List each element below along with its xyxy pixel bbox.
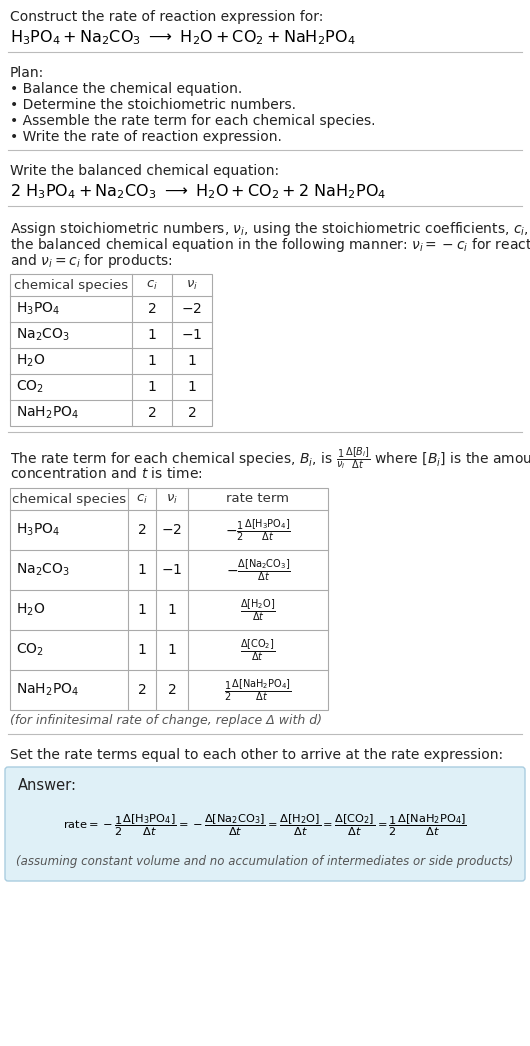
Text: Answer:: Answer: bbox=[18, 778, 77, 793]
Text: Plan:: Plan: bbox=[10, 66, 44, 79]
Text: $\mathrm{CO_2}$: $\mathrm{CO_2}$ bbox=[16, 642, 44, 658]
Text: $c_i$: $c_i$ bbox=[146, 278, 158, 292]
Text: Construct the rate of reaction expression for:: Construct the rate of reaction expressio… bbox=[10, 10, 323, 24]
Text: 1: 1 bbox=[138, 563, 146, 577]
Text: $\mathrm{H_3PO_4}$: $\mathrm{H_3PO_4}$ bbox=[16, 522, 60, 539]
Text: $\mathrm{CO_2}$: $\mathrm{CO_2}$ bbox=[16, 379, 44, 395]
Text: • Write the rate of reaction expression.: • Write the rate of reaction expression. bbox=[10, 130, 282, 144]
Text: $\mathrm{H_3PO_4 + Na_2CO_3 \ \longrightarrow \ H_2O + CO_2 + NaH_2PO_4}$: $\mathrm{H_3PO_4 + Na_2CO_3 \ \longright… bbox=[10, 28, 356, 47]
Text: $\mathrm{H_2O}$: $\mathrm{H_2O}$ bbox=[16, 601, 45, 618]
Text: 1: 1 bbox=[188, 354, 197, 368]
Bar bbox=[10, 488, 328, 710]
Text: Assign stoichiometric numbers, $\nu_i$, using the stoichiometric coefficients, $: Assign stoichiometric numbers, $\nu_i$, … bbox=[10, 220, 530, 238]
Text: 2: 2 bbox=[148, 406, 156, 420]
Text: $\mathrm{rate} = -\dfrac{1}{2}\dfrac{\Delta[\mathrm{H_3PO_4}]}{\Delta t}= -\dfra: $\mathrm{rate} = -\dfrac{1}{2}\dfrac{\De… bbox=[63, 813, 467, 838]
Text: $\mathrm{H_2O}$: $\mathrm{H_2O}$ bbox=[16, 353, 45, 369]
Text: $\mathrm{NaH_2PO_4}$: $\mathrm{NaH_2PO_4}$ bbox=[16, 405, 79, 422]
Text: 2: 2 bbox=[188, 406, 197, 420]
Text: 1: 1 bbox=[147, 380, 156, 394]
Text: and $\nu_i = c_i$ for products:: and $\nu_i = c_i$ for products: bbox=[10, 252, 173, 270]
Text: $\nu_i$: $\nu_i$ bbox=[186, 278, 198, 292]
Text: $\mathrm{Na_2CO_3}$: $\mathrm{Na_2CO_3}$ bbox=[16, 562, 70, 578]
Text: $-1$: $-1$ bbox=[161, 563, 183, 577]
Text: the balanced chemical equation in the following manner: $\nu_i = -c_i$ for react: the balanced chemical equation in the fo… bbox=[10, 236, 530, 254]
Text: (for infinitesimal rate of change, replace Δ with d): (for infinitesimal rate of change, repla… bbox=[10, 714, 322, 727]
Text: 2: 2 bbox=[148, 302, 156, 316]
Text: $-1$: $-1$ bbox=[181, 328, 202, 342]
Text: • Assemble the rate term for each chemical species.: • Assemble the rate term for each chemic… bbox=[10, 114, 375, 128]
Text: $\mathrm{H_3PO_4}$: $\mathrm{H_3PO_4}$ bbox=[16, 301, 60, 317]
Text: • Balance the chemical equation.: • Balance the chemical equation. bbox=[10, 82, 242, 96]
Text: Set the rate terms equal to each other to arrive at the rate expression:: Set the rate terms equal to each other t… bbox=[10, 748, 503, 761]
Text: $\frac{\Delta[\mathrm{H_2O}]}{\Delta t}$: $\frac{\Delta[\mathrm{H_2O}]}{\Delta t}$ bbox=[240, 597, 276, 622]
Text: 2: 2 bbox=[138, 523, 146, 537]
Text: The rate term for each chemical species, $B_i$, is $\frac{1}{\nu_i}\frac{\Delta[: The rate term for each chemical species,… bbox=[10, 446, 530, 472]
Text: $c_i$: $c_i$ bbox=[136, 493, 148, 505]
Text: $\mathrm{Na_2CO_3}$: $\mathrm{Na_2CO_3}$ bbox=[16, 326, 70, 343]
Text: rate term: rate term bbox=[226, 493, 289, 505]
Text: $\mathrm{2\ H_3PO_4 + Na_2CO_3 \ \longrightarrow \ H_2O + CO_2 + 2\ NaH_2PO_4}$: $\mathrm{2\ H_3PO_4 + Na_2CO_3 \ \longri… bbox=[10, 182, 386, 201]
Bar bbox=[10, 274, 212, 426]
Text: $-\frac{1}{2}\frac{\Delta[\mathrm{H_3PO_4}]}{\Delta t}$: $-\frac{1}{2}\frac{\Delta[\mathrm{H_3PO_… bbox=[225, 517, 291, 543]
Text: 1: 1 bbox=[147, 354, 156, 368]
Text: chemical species: chemical species bbox=[12, 493, 126, 505]
Text: $\mathrm{NaH_2PO_4}$: $\mathrm{NaH_2PO_4}$ bbox=[16, 682, 79, 698]
Text: 1: 1 bbox=[138, 602, 146, 617]
FancyBboxPatch shape bbox=[5, 767, 525, 881]
Text: $\frac{1}{2}\frac{\Delta[\mathrm{NaH_2PO_4}]}{\Delta t}$: $\frac{1}{2}\frac{\Delta[\mathrm{NaH_2PO… bbox=[224, 677, 292, 703]
Text: $-2$: $-2$ bbox=[181, 302, 202, 316]
Text: • Determine the stoichiometric numbers.: • Determine the stoichiometric numbers. bbox=[10, 98, 296, 112]
Text: chemical species: chemical species bbox=[14, 278, 128, 292]
Text: 1: 1 bbox=[188, 380, 197, 394]
Text: 1: 1 bbox=[138, 643, 146, 657]
Text: $-\frac{\Delta[\mathrm{Na_2CO_3}]}{\Delta t}$: $-\frac{\Delta[\mathrm{Na_2CO_3}]}{\Delt… bbox=[226, 558, 290, 583]
Text: (assuming constant volume and no accumulation of intermediates or side products): (assuming constant volume and no accumul… bbox=[16, 855, 514, 868]
Text: $\nu_i$: $\nu_i$ bbox=[166, 493, 178, 505]
Text: 1: 1 bbox=[147, 328, 156, 342]
Text: concentration and $t$ is time:: concentration and $t$ is time: bbox=[10, 467, 202, 481]
Text: 2: 2 bbox=[167, 683, 176, 697]
Text: $-2$: $-2$ bbox=[162, 523, 182, 537]
Text: $\frac{\Delta[\mathrm{CO_2}]}{\Delta t}$: $\frac{\Delta[\mathrm{CO_2}]}{\Delta t}$ bbox=[240, 637, 276, 663]
Text: 2: 2 bbox=[138, 683, 146, 697]
Text: Write the balanced chemical equation:: Write the balanced chemical equation: bbox=[10, 164, 279, 178]
Text: 1: 1 bbox=[167, 643, 176, 657]
Text: 1: 1 bbox=[167, 602, 176, 617]
